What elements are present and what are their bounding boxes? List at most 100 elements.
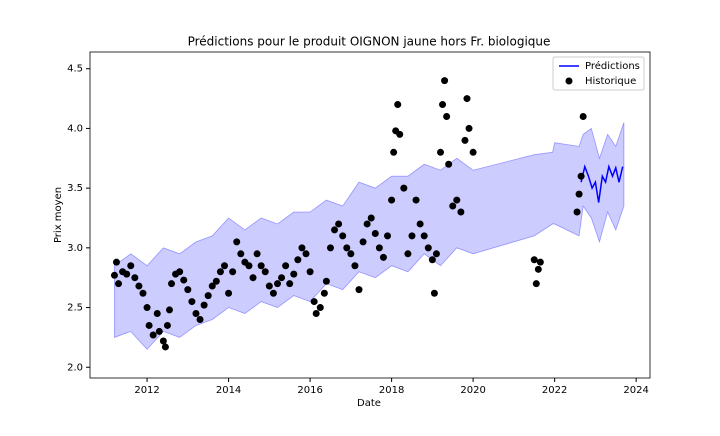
- history-point: [437, 148, 445, 156]
- history-point: [420, 232, 428, 240]
- history-point: [394, 101, 402, 109]
- history-point: [400, 184, 408, 192]
- history-point: [320, 289, 328, 297]
- history-point: [180, 276, 188, 284]
- history-point: [278, 274, 286, 282]
- history-point: [384, 232, 392, 240]
- x-tick-label: 2014: [216, 385, 241, 396]
- history-point: [355, 286, 363, 294]
- history-point: [408, 232, 416, 240]
- history-point: [363, 220, 371, 228]
- x-tick-label: 2024: [623, 385, 648, 396]
- history-point: [145, 321, 153, 329]
- history-point: [312, 310, 320, 318]
- history-point: [302, 250, 310, 258]
- history-point: [463, 95, 471, 103]
- history-point: [371, 230, 379, 238]
- x-tick-label: 2012: [134, 385, 159, 396]
- y-axis-label: Prix moyen: [53, 187, 64, 243]
- history-point: [375, 244, 383, 252]
- history-point: [577, 172, 585, 180]
- history-point: [339, 232, 347, 240]
- history-point: [579, 112, 587, 120]
- history-point: [443, 112, 451, 120]
- history-point: [269, 289, 277, 297]
- history-point: [153, 310, 161, 318]
- history-point: [469, 148, 477, 156]
- history-point: [225, 289, 233, 297]
- history-point: [163, 321, 171, 329]
- history-point: [390, 148, 398, 156]
- history-point: [257, 262, 265, 270]
- history-point: [335, 220, 343, 228]
- history-point: [204, 292, 212, 300]
- history-point: [310, 298, 318, 306]
- history-point: [188, 298, 196, 306]
- history-point: [165, 306, 173, 314]
- history-point: [245, 262, 253, 270]
- y-tick-label: 3.5: [67, 183, 83, 194]
- history-point: [286, 280, 294, 288]
- history-point: [379, 253, 387, 261]
- history-point: [176, 268, 184, 276]
- history-point: [282, 262, 290, 270]
- history-point: [461, 136, 469, 144]
- history-point: [208, 282, 216, 290]
- history-point: [229, 268, 237, 276]
- history-point: [127, 262, 135, 270]
- x-tick-label: 2016: [297, 385, 322, 396]
- history-point: [343, 244, 351, 252]
- y-tick-label: 2.0: [67, 362, 83, 373]
- history-point: [326, 244, 334, 252]
- legend-label: Historique: [585, 76, 636, 87]
- history-point: [439, 101, 447, 109]
- history-point: [237, 250, 245, 258]
- history-point: [432, 250, 440, 258]
- history-point: [110, 271, 118, 279]
- history-point: [220, 262, 228, 270]
- y-tick-label: 4.0: [67, 123, 83, 134]
- x-tick-label: 2022: [542, 385, 567, 396]
- history-point: [168, 280, 176, 288]
- history-point: [115, 280, 123, 288]
- history-point: [465, 124, 473, 132]
- history-point: [396, 130, 404, 138]
- history-point: [359, 238, 367, 246]
- history-point: [123, 270, 131, 278]
- history-point: [573, 208, 581, 216]
- x-tick-label: 2018: [379, 385, 404, 396]
- y-tick-label: 4.5: [67, 64, 83, 75]
- history-point: [135, 282, 143, 290]
- history-point: [412, 196, 420, 204]
- history-point: [233, 238, 241, 246]
- history-point: [367, 214, 375, 222]
- history-point: [184, 286, 192, 294]
- history-point: [404, 250, 412, 258]
- history-point: [192, 310, 200, 318]
- history-point: [445, 160, 453, 168]
- history-point: [159, 337, 167, 345]
- history-point: [441, 77, 449, 85]
- history-point: [290, 270, 298, 278]
- history-point: [430, 289, 438, 297]
- history-point: [143, 304, 151, 312]
- history-point: [331, 226, 339, 234]
- history-point: [457, 208, 465, 216]
- history-point: [347, 250, 355, 258]
- history-point: [351, 262, 359, 270]
- history-point: [536, 258, 544, 266]
- chart-title: Prédictions pour le produit OIGNON jaune…: [188, 35, 551, 49]
- x-axis-label: Date: [357, 398, 381, 409]
- history-point: [139, 289, 147, 297]
- legend-dot: [565, 77, 573, 85]
- history-point: [298, 244, 306, 252]
- history-point: [534, 265, 542, 273]
- history-point: [449, 202, 457, 210]
- history-point: [261, 268, 269, 276]
- history-point: [149, 331, 157, 339]
- history-point: [532, 280, 540, 288]
- history-point: [212, 277, 220, 285]
- history-point: [316, 304, 324, 312]
- history-point: [273, 280, 281, 288]
